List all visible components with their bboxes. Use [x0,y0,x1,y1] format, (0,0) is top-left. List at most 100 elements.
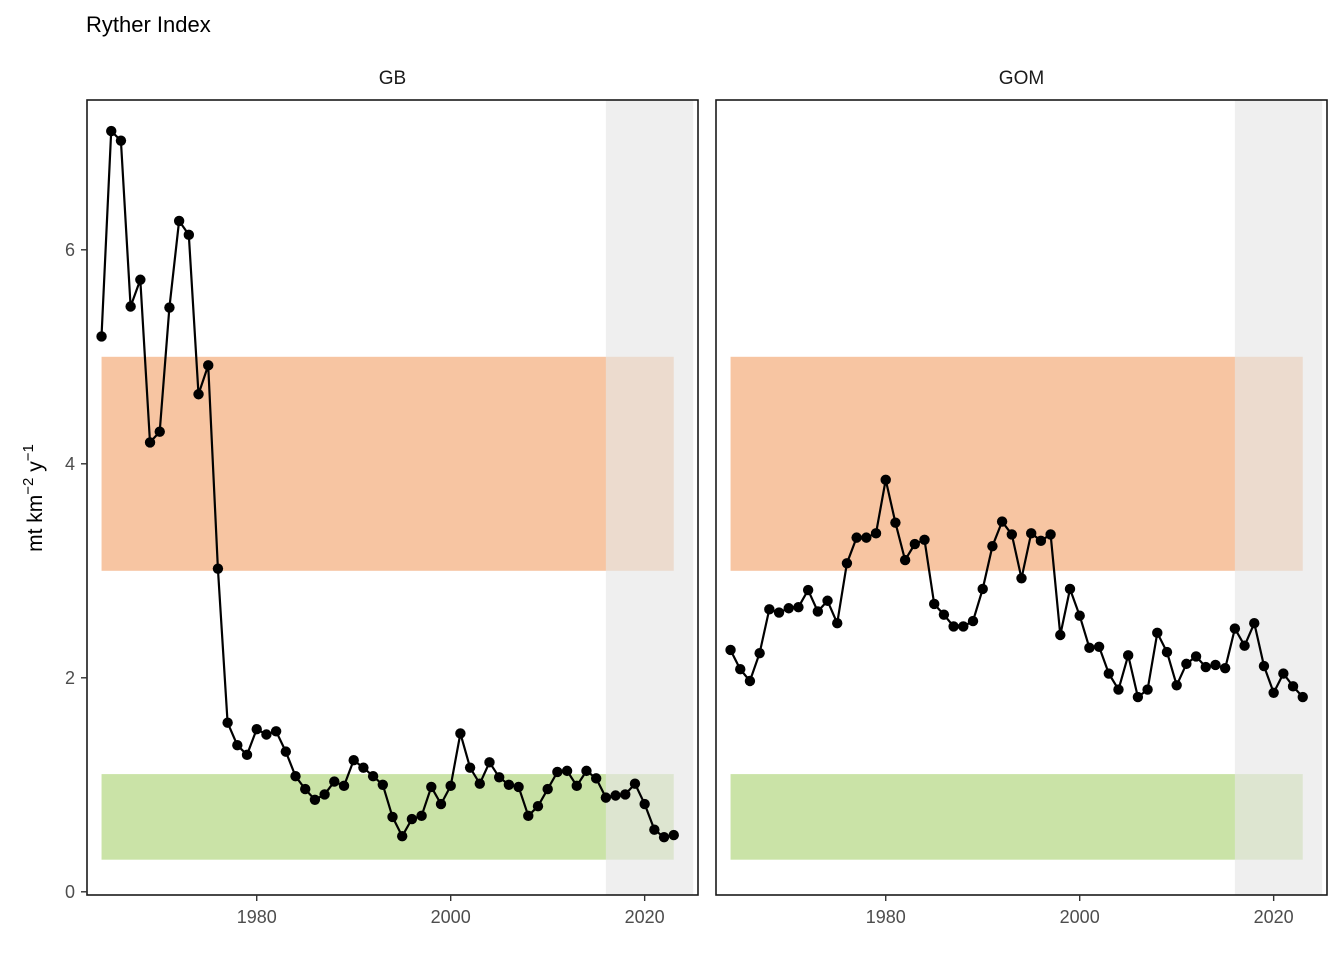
data-point-gb-1988 [329,776,340,787]
chart-title: Ryther Index [86,12,211,37]
data-point-gom-1993 [1006,529,1018,540]
data-point-gb-1998 [426,781,437,793]
data-point-gom-1982 [899,554,911,566]
data-point-gb-1986 [309,794,321,805]
data-point-gom-1987 [948,621,959,632]
data-point-gb-1981 [261,729,272,740]
data-point-gb-2019 [629,778,641,789]
svg-text:mt km−2 y−1: mt km−2 y−1 [20,444,47,552]
data-point-gb-2007 [513,781,524,793]
data-point-gb-2010 [542,783,553,795]
data-point-gb-1983 [280,746,292,757]
data-point-gom-2015 [1219,662,1231,674]
data-point-gom-2010 [1171,680,1182,691]
data-point-gb-1991 [358,762,369,773]
data-point-gb-2021 [649,824,660,835]
data-point-gom-2020 [1268,687,1279,698]
data-point-gom-1977 [851,532,862,543]
y-tick-label: 6 [65,240,75,260]
data-point-gb-1965 [106,125,117,137]
data-point-gom-2007 [1142,684,1153,695]
x-tick-label: 2000 [431,907,471,927]
data-point-gom-1997 [1045,529,1056,540]
data-point-gom-1969 [773,607,785,618]
data-point-gom-1981 [890,517,901,528]
facet-label-gb: GB [379,68,406,89]
data-point-gom-1999 [1064,583,1076,595]
data-point-gom-1966 [744,675,756,687]
data-point-gb-2023 [668,829,679,841]
data-point-gom-1970 [783,603,794,614]
y-axis-title-mid: y [24,461,47,478]
data-point-gb-2022 [658,832,670,843]
data-point-gom-2023 [1297,691,1308,703]
data-point-gb-2000 [445,780,456,792]
data-point-gom-2001 [1084,642,1095,654]
data-point-gom-2002 [1093,641,1105,652]
y-tick-label: 2 [65,668,75,688]
data-point-gb-1995 [396,830,408,842]
data-point-gom-2008 [1152,627,1163,639]
data-point-gb-1999 [435,798,447,810]
data-point-gom-1965 [735,664,746,675]
data-point-gom-1971 [793,601,804,613]
x-tick-label: 2020 [625,907,665,927]
data-point-gb-2001 [455,728,466,739]
x-tick-label: 1980 [237,907,277,927]
data-point-gb-2013 [571,780,582,792]
data-point-gb-1970 [154,426,165,437]
data-point-gb-1972 [173,215,185,227]
data-point-gb-2012 [561,765,573,777]
data-point-gom-2021 [1278,668,1289,679]
data-point-gom-2000 [1074,610,1085,621]
data-point-gom-1995 [1025,528,1037,539]
data-point-gb-2003 [474,778,485,789]
facet-label-gom: GOM [999,68,1044,89]
data-point-gom-1986 [938,609,950,620]
data-point-gom-1983 [909,538,921,550]
data-point-gom-2012 [1190,651,1202,662]
data-point-gom-2003 [1103,668,1114,679]
data-point-gom-1967 [754,647,765,659]
data-point-gb-1989 [338,780,350,792]
data-point-gb-1966 [115,135,127,146]
data-point-gb-2016 [600,792,612,803]
panel-gb: GB 1980 2000 2020 0 2 4 6 [65,68,699,927]
data-point-gb-1992 [367,771,379,782]
data-point-gom-1980 [880,474,891,486]
data-point-gom-1989 [967,615,979,627]
data-point-gom-1978 [861,532,872,543]
data-point-gb-1994 [387,811,398,823]
data-point-gb-2005 [493,772,505,783]
data-point-gom-1972 [802,584,814,596]
panel-border [715,99,1328,896]
x-tick-label: 2020 [1254,907,1294,927]
data-point-gb-1990 [348,754,359,766]
data-point-gb-1975 [203,360,214,371]
data-point-gb-2002 [464,762,476,773]
data-point-gb-1964 [96,331,107,342]
data-point-gb-1969 [144,437,156,448]
data-point-gb-2004 [484,757,495,768]
data-point-gom-2017 [1239,640,1250,651]
data-point-gb-1979 [241,749,253,761]
y-axis-title-exp1: −2 [20,478,37,495]
panel-border [86,99,699,896]
data-point-gom-1979 [870,528,882,539]
data-point-gom-1991 [987,540,998,552]
data-point-gb-1967 [125,301,136,312]
data-point-gb-2009 [532,800,544,812]
x-tick-label: 2000 [1060,907,1100,927]
reference-band-2 [730,774,1303,860]
data-point-gom-1990 [977,583,988,595]
data-point-gom-1968 [764,604,775,615]
panel-gom: GOM 1980 2000 2020 [715,68,1328,927]
highlight-period [1234,100,1323,895]
data-point-gom-2005 [1122,650,1134,661]
data-point-gb-2011 [552,766,563,778]
data-point-gb-1982 [270,726,282,737]
data-point-gb-1996 [406,813,418,825]
data-point-gom-1994 [1016,573,1027,584]
facet-panels: GB 1980 2000 2020 0 2 4 6 GOM 1980 2000 2020 [65,68,1328,927]
